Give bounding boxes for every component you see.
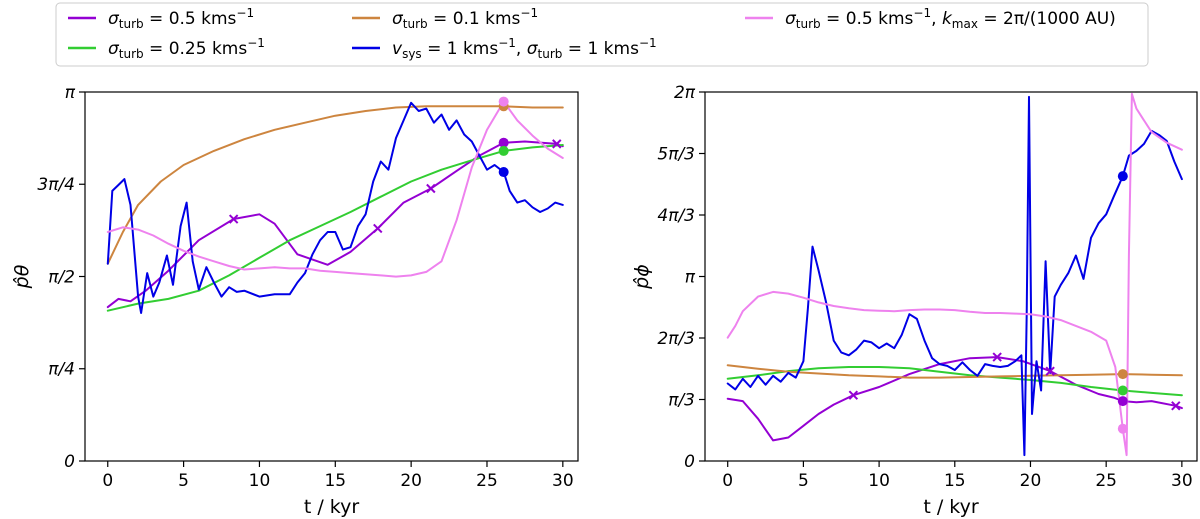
marker-dot-s025 — [498, 145, 509, 156]
series-line-s01 — [106, 105, 564, 265]
marker-dot-kmax — [1117, 423, 1128, 434]
y-tick-label: 2π — [674, 83, 696, 103]
legend-label-kmax: σturb = 0.5 kms−1, kmax = 2π/(1000 AU) — [785, 6, 1116, 31]
marker-dot-s05 — [498, 137, 509, 148]
y-tick-label: π — [65, 83, 76, 103]
x-tick-label: 10 — [249, 471, 271, 491]
x-axis-label: t / kyr — [923, 496, 979, 518]
x-tick-label: 30 — [1171, 471, 1193, 491]
marker-x-s05-1 — [373, 223, 383, 234]
y-tick-label: π/4 — [48, 360, 75, 380]
marker-dot-vsys — [498, 167, 509, 178]
series-line-s05 — [106, 140, 564, 309]
series-line-vsys — [726, 95, 1183, 457]
legend-entry-s025: σturb = 0.25 kms−1 — [68, 36, 265, 61]
legend-entry-vsys: vsys = 1 kms−1, σturb = 1 kms−1 — [352, 36, 657, 61]
marker-x-s05-3 — [1171, 401, 1181, 411]
x-tick-label: 20 — [400, 471, 422, 491]
marker-dot-vsys — [1117, 171, 1128, 182]
y-tick-label: π — [685, 268, 696, 288]
legend-label-vsys: vsys = 1 kms−1, σturb = 1 kms−1 — [392, 36, 657, 61]
marker-dot-kmax — [498, 96, 509, 107]
x-tick-label: 5 — [178, 471, 189, 491]
y-axis-label: p̂ϕ — [631, 264, 653, 290]
x-tick-label: 15 — [324, 471, 346, 491]
plot-area-1 — [726, 92, 1183, 457]
marker-x-s05-2 — [1045, 366, 1055, 376]
y-tick-label: 0 — [684, 452, 695, 472]
plot-area-0 — [106, 96, 564, 314]
y-tick-label: 0 — [64, 452, 75, 472]
legend-label-s05: σturb = 0.5 kms−1 — [108, 6, 254, 31]
panel-left-p-theta: 0 5 10 15 20 25 30 0 π/4 π/2 3π/4 π t / kyr p̂θ — [11, 83, 579, 518]
marker-x-s05-3 — [552, 139, 562, 149]
legend-frame — [55, 2, 1149, 67]
series-line-s025 — [726, 366, 1183, 397]
series-line-s01 — [726, 364, 1183, 379]
legend-entry-kmax: σturb = 0.5 kms−1, kmax = 2π/(1000 AU) — [745, 6, 1116, 31]
marker-dot-s025 — [1117, 385, 1128, 396]
x-tick-label: 5 — [798, 471, 809, 491]
marker-dot-s05 — [1117, 396, 1128, 407]
series-line-vsys — [106, 101, 564, 314]
x-tick-label: 25 — [1095, 471, 1117, 491]
panel-right-p-phi: 0 5 10 15 20 25 30 0 π/3 2π/3 π 4π/3 5π/3 2π t / kyr p̂… — [631, 83, 1198, 518]
x-axis-label: t / kyr — [304, 496, 360, 518]
x-tick-label: 0 — [722, 471, 733, 491]
x-tick-label: 10 — [868, 471, 890, 491]
legend-label-s01: σturb = 0.1 kms−1 — [392, 6, 538, 31]
y-tick-label: 3π/4 — [37, 175, 75, 195]
series-line-s025 — [106, 144, 564, 312]
series-line-kmax — [726, 92, 1183, 457]
y-tick-label: 2π/3 — [657, 329, 695, 349]
marker-x-s05-1 — [992, 352, 1002, 362]
marker-dot-s01 — [1117, 369, 1128, 380]
x-tick-label: 20 — [1020, 471, 1042, 491]
series-line-kmax — [106, 100, 564, 278]
legend-entry-s01: σturb = 0.1 kms−1 — [352, 6, 538, 31]
y-tick-label: 5π/3 — [657, 144, 695, 164]
legend-entry-s05: σturb = 0.5 kms−1 — [68, 6, 254, 31]
x-tick-label: 25 — [476, 471, 498, 491]
x-tick-label: 15 — [944, 471, 966, 491]
marker-x-s05-0 — [228, 214, 239, 224]
x-tick-label: 0 — [102, 471, 113, 491]
marker-x-s05-2 — [426, 183, 436, 194]
legend-label-s025: σturb = 0.25 kms−1 — [108, 36, 265, 61]
marker-x-s05-0 — [848, 390, 859, 400]
x-tick-label: 30 — [552, 471, 574, 491]
y-tick-label: π/3 — [668, 390, 695, 410]
y-tick-label: 4π/3 — [657, 206, 695, 226]
y-axis-label: p̂θ — [11, 264, 33, 289]
y-tick-label: π/2 — [48, 267, 75, 287]
